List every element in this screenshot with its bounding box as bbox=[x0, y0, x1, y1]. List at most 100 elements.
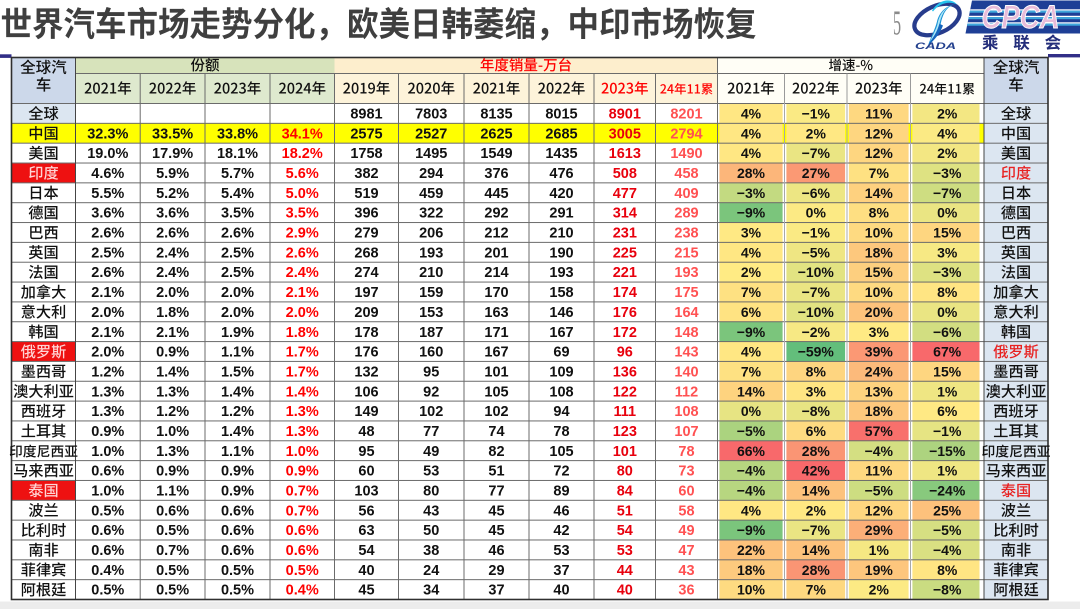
svg-text:27%: 27% bbox=[802, 165, 831, 181]
svg-text:8%: 8% bbox=[869, 205, 890, 221]
svg-text:45: 45 bbox=[488, 503, 504, 519]
svg-text:1.3%: 1.3% bbox=[156, 444, 189, 460]
svg-text:51: 51 bbox=[617, 503, 633, 519]
svg-text:2.0%: 2.0% bbox=[91, 345, 124, 361]
svg-text:5.6%: 5.6% bbox=[286, 166, 319, 182]
svg-text:6%: 6% bbox=[741, 304, 762, 320]
svg-text:103: 103 bbox=[354, 484, 378, 500]
svg-text:7%: 7% bbox=[806, 582, 827, 598]
svg-text:7%: 7% bbox=[741, 363, 762, 379]
svg-text:58: 58 bbox=[678, 503, 694, 519]
svg-text:8%: 8% bbox=[937, 562, 958, 578]
svg-text:1495: 1495 bbox=[415, 146, 447, 162]
svg-text:29%: 29% bbox=[865, 522, 894, 538]
svg-text:38: 38 bbox=[423, 543, 439, 559]
svg-text:66%: 66% bbox=[737, 443, 766, 459]
svg-text:1.2%: 1.2% bbox=[221, 404, 254, 420]
svg-text:−9%: −9% bbox=[737, 522, 766, 538]
svg-text:193: 193 bbox=[419, 245, 443, 261]
svg-text:−10%: −10% bbox=[798, 304, 835, 320]
svg-text:−3%: −3% bbox=[933, 264, 962, 280]
svg-text:1613: 1613 bbox=[609, 146, 641, 162]
svg-text:167: 167 bbox=[549, 325, 573, 341]
svg-text:109: 109 bbox=[549, 364, 573, 380]
svg-text:8%: 8% bbox=[937, 284, 958, 300]
svg-text:210: 210 bbox=[549, 226, 573, 242]
svg-text:274: 274 bbox=[354, 265, 378, 281]
svg-text:−2%: −2% bbox=[802, 324, 831, 340]
svg-text:2.5%: 2.5% bbox=[221, 245, 254, 261]
svg-text:0.5%: 0.5% bbox=[156, 563, 189, 579]
svg-text:1.4%: 1.4% bbox=[156, 364, 189, 380]
svg-text:108: 108 bbox=[549, 384, 573, 400]
svg-text:−10%: −10% bbox=[798, 264, 835, 280]
svg-text:4%: 4% bbox=[741, 145, 762, 161]
svg-text:2.6%: 2.6% bbox=[156, 226, 189, 242]
svg-text:1.1%: 1.1% bbox=[221, 444, 254, 460]
svg-text:4%: 4% bbox=[741, 244, 762, 260]
svg-text:2.4%: 2.4% bbox=[156, 265, 189, 281]
svg-text:28%: 28% bbox=[737, 165, 766, 181]
svg-text:476: 476 bbox=[549, 166, 573, 182]
svg-text:22%: 22% bbox=[737, 542, 766, 558]
svg-text:238: 238 bbox=[674, 226, 698, 242]
svg-text:15%: 15% bbox=[865, 264, 894, 280]
svg-text:42%: 42% bbox=[802, 463, 831, 479]
svg-text:209: 209 bbox=[354, 305, 378, 321]
svg-text:13%: 13% bbox=[865, 383, 894, 399]
svg-text:149: 149 bbox=[354, 404, 378, 420]
svg-text:53: 53 bbox=[617, 543, 633, 559]
svg-text:29: 29 bbox=[488, 563, 504, 579]
svg-text:5.9%: 5.9% bbox=[156, 166, 189, 182]
svg-text:187: 187 bbox=[419, 325, 443, 341]
svg-text:420: 420 bbox=[549, 186, 573, 202]
svg-text:176: 176 bbox=[354, 345, 378, 361]
svg-text:0.5%: 0.5% bbox=[156, 523, 189, 539]
svg-text:42: 42 bbox=[553, 523, 569, 539]
svg-text:4%: 4% bbox=[741, 125, 762, 141]
svg-text:8981: 8981 bbox=[350, 107, 382, 123]
svg-text:6%: 6% bbox=[806, 423, 827, 439]
svg-text:39%: 39% bbox=[865, 344, 894, 360]
svg-text:158: 158 bbox=[549, 285, 573, 301]
svg-text:193: 193 bbox=[549, 265, 573, 281]
svg-text:96: 96 bbox=[617, 345, 633, 361]
svg-text:322: 322 bbox=[419, 206, 443, 222]
svg-text:1549: 1549 bbox=[480, 146, 512, 162]
svg-text:−4%: −4% bbox=[865, 443, 894, 459]
svg-text:4%: 4% bbox=[741, 106, 762, 122]
svg-text:44: 44 bbox=[617, 563, 633, 579]
svg-text:508: 508 bbox=[613, 166, 637, 182]
svg-text:72: 72 bbox=[553, 464, 569, 480]
svg-text:2.4%: 2.4% bbox=[156, 245, 189, 261]
svg-text:0.7%: 0.7% bbox=[286, 484, 319, 500]
svg-text:1%: 1% bbox=[869, 542, 890, 558]
svg-text:−5%: −5% bbox=[737, 423, 766, 439]
svg-text:8201: 8201 bbox=[670, 107, 702, 123]
svg-text:1758: 1758 bbox=[350, 146, 382, 162]
svg-text:4%: 4% bbox=[741, 344, 762, 360]
svg-text:−3%: −3% bbox=[933, 165, 962, 181]
svg-text:50: 50 bbox=[423, 523, 439, 539]
svg-text:210: 210 bbox=[419, 265, 443, 281]
svg-text:18%: 18% bbox=[865, 403, 894, 419]
svg-text:11%: 11% bbox=[865, 463, 893, 479]
svg-text:10%: 10% bbox=[737, 582, 766, 598]
svg-text:−7%: −7% bbox=[933, 185, 962, 201]
svg-text:0.5%: 0.5% bbox=[286, 563, 319, 579]
svg-text:34.1%: 34.1% bbox=[282, 126, 323, 142]
svg-text:1.8%: 1.8% bbox=[156, 305, 189, 321]
svg-text:4%: 4% bbox=[741, 502, 762, 518]
svg-text:24: 24 bbox=[423, 563, 439, 579]
svg-text:2%: 2% bbox=[937, 106, 958, 122]
svg-text:−4%: −4% bbox=[737, 483, 766, 499]
svg-text:291: 291 bbox=[549, 206, 573, 222]
svg-text:1.0%: 1.0% bbox=[91, 484, 124, 500]
svg-text:445: 445 bbox=[484, 186, 508, 202]
svg-text:11%: 11% bbox=[865, 106, 893, 122]
svg-text:57%: 57% bbox=[865, 423, 894, 439]
svg-text:1.3%: 1.3% bbox=[91, 384, 124, 400]
svg-text:3%: 3% bbox=[741, 225, 762, 241]
svg-text:1.7%: 1.7% bbox=[286, 345, 319, 361]
svg-text:292: 292 bbox=[484, 206, 508, 222]
